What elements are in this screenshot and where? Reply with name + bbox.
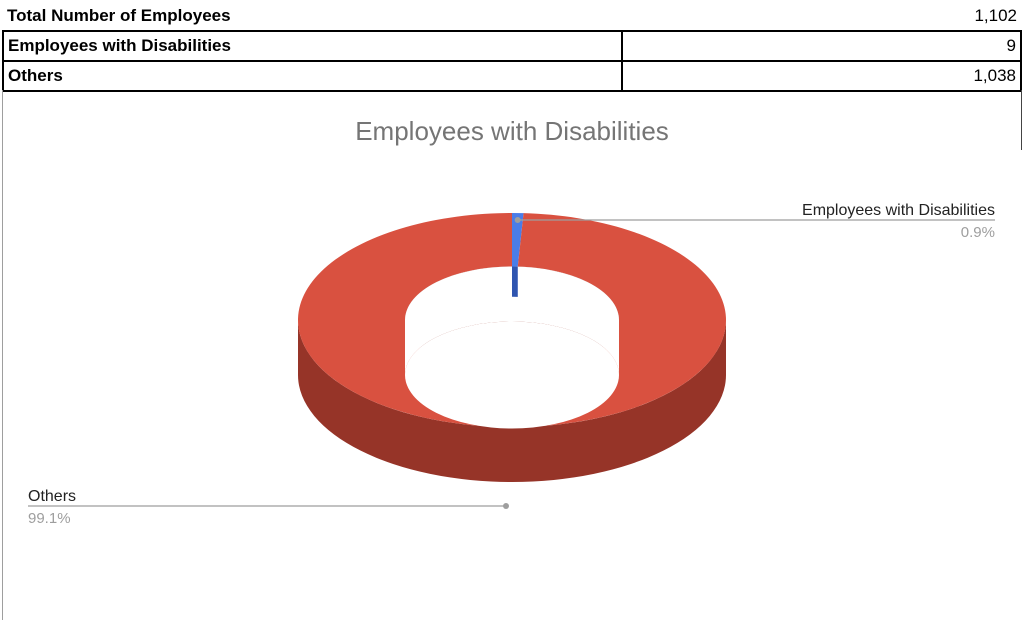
table-row: Total Number of Employees 1,102: [3, 2, 1021, 31]
slice-label-name: Employees with Disabilities: [802, 202, 995, 219]
summary-table: Total Number of Employees 1,102 Employee…: [2, 2, 1022, 92]
donut-hole-front: [405, 266, 619, 375]
donut-hole: [405, 321, 619, 429]
slice-label-percent: 0.9%: [961, 224, 995, 241]
row-label[interactable]: Employees with Disabilities: [2, 30, 623, 62]
chart-border: [1021, 90, 1022, 150]
donut-slice-inner-wall: [512, 266, 518, 297]
chart-title: Employees with Disabilities: [355, 116, 669, 146]
label-layer: Employees with Disabilities 0.9% Others 99.…: [28, 202, 995, 527]
row-value[interactable]: 1,102: [974, 6, 1017, 25]
row-label[interactable]: Others: [2, 60, 623, 92]
leader-dot: [514, 217, 521, 223]
slice-label-name: Others: [28, 488, 76, 505]
row-label[interactable]: Total Number of Employees: [7, 6, 231, 25]
row-value[interactable]: 1,038: [621, 60, 1022, 92]
row-value[interactable]: 9: [621, 30, 1022, 62]
donut-slice-employees-with-disabilities: [512, 213, 524, 267]
slice-label-percent: 99.1%: [28, 510, 71, 527]
table-row: Employees with Disabilities 9: [2, 30, 1022, 62]
donut-layer: [298, 212, 727, 482]
chart-container[interactable]: [2, 90, 1022, 620]
donut-outer-wall: [298, 320, 726, 482]
table-row: Others 1,038: [2, 60, 1022, 92]
leader-dot: [503, 503, 509, 509]
